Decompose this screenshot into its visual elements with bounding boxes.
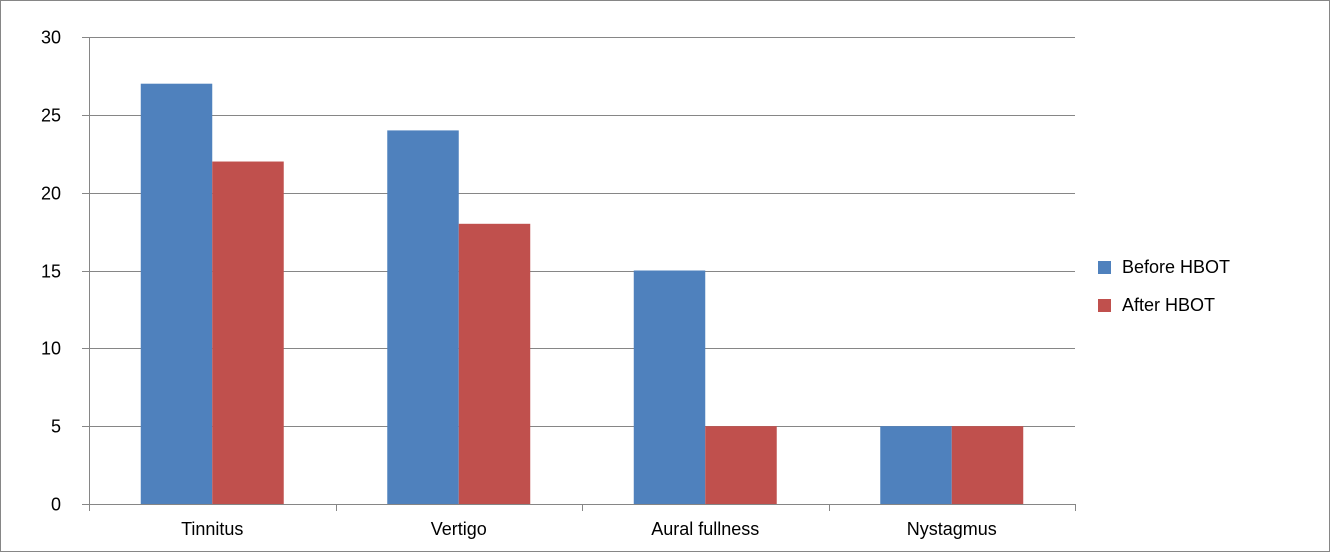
y-tick-label: 5 [51,417,61,437]
y-tick-labels: 0 5 10 15 20 25 30 [41,28,61,515]
legend-swatch-after [1098,299,1111,312]
legend-label-after: After HBOT [1122,295,1215,315]
y-tick-label: 15 [41,262,61,282]
y-tick-label: 0 [51,495,61,515]
bar-after-tinnitus [212,161,284,504]
bar-after-vertigo [458,223,531,505]
bar-before-vertigo [387,130,459,504]
axes [82,37,1076,511]
legend-swatch-before [1098,261,1111,274]
y-tick-label: 30 [41,28,61,48]
bar-before-tinnitus [140,83,213,504]
x-tick-labels: Tinnitus Vertigo Aural fullness Nystagmus [181,519,997,539]
x-tick-label: Tinnitus [181,519,243,539]
x-tick-label: Aural fullness [651,519,759,539]
legend: Before HBOT After HBOT [1098,257,1230,315]
x-tick-label: Nystagmus [907,519,997,539]
bar-before-nystagmus [880,426,952,504]
legend-label-before: Before HBOT [1122,257,1230,277]
bar-before-aural-fullness [633,270,706,504]
bar-after-aural-fullness [705,426,777,504]
bar-after-nystagmus [951,426,1024,504]
y-tick-label: 25 [41,106,61,126]
x-tick-label: Vertigo [431,519,487,539]
bars [140,83,1024,505]
y-tick-label: 10 [41,339,61,359]
y-tick-label: 20 [41,184,61,204]
